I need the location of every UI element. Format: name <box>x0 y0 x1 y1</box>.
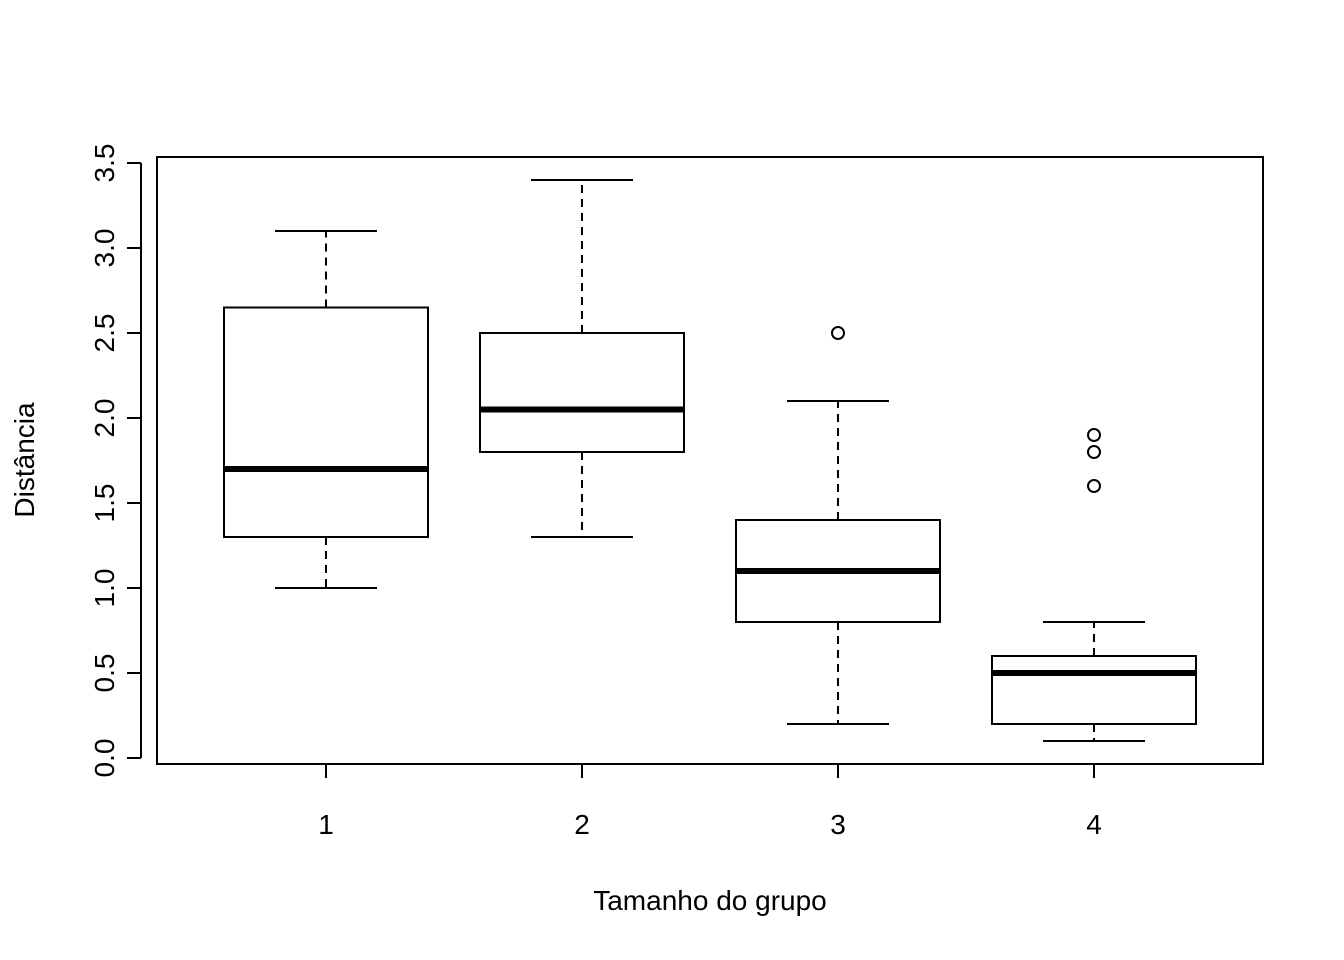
y-axis-title: Distância <box>9 402 40 518</box>
x-axis-title: Tamanho do grupo <box>593 885 827 916</box>
y-tick-label: 3.5 <box>89 144 120 183</box>
boxes-group <box>223 179 1197 742</box>
iqr-box <box>223 306 429 538</box>
box-group-2 <box>479 179 685 538</box>
outlier-point <box>1087 445 1101 459</box>
y-tick-label: 2.0 <box>89 399 120 438</box>
outlier-point <box>1087 428 1101 442</box>
x-tick-label: 1 <box>318 809 334 840</box>
box-group-1 <box>223 230 429 589</box>
y-tick-label: 1.0 <box>89 569 120 608</box>
x-axis: 1 2 3 4 <box>318 763 1102 840</box>
x-tick-label: 2 <box>574 809 590 840</box>
x-tick-label: 4 <box>1086 809 1102 840</box>
y-tick-label: 0.0 <box>89 739 120 778</box>
y-tick-label: 1.5 <box>89 484 120 523</box>
outlier-point <box>1087 479 1101 493</box>
box-group-4 <box>991 428 1197 742</box>
iqr-box <box>479 332 685 453</box>
box-group-3 <box>735 326 941 725</box>
x-tick-label: 3 <box>830 809 846 840</box>
y-tick-label: 0.5 <box>89 654 120 693</box>
y-axis: 0.0 0.5 1.0 1.5 2.0 2.5 3.0 3.5 <box>89 144 142 778</box>
outlier-point <box>831 326 845 340</box>
y-tick-label: 3.0 <box>89 229 120 268</box>
y-tick-label: 2.5 <box>89 314 120 353</box>
iqr-box <box>991 655 1197 725</box>
